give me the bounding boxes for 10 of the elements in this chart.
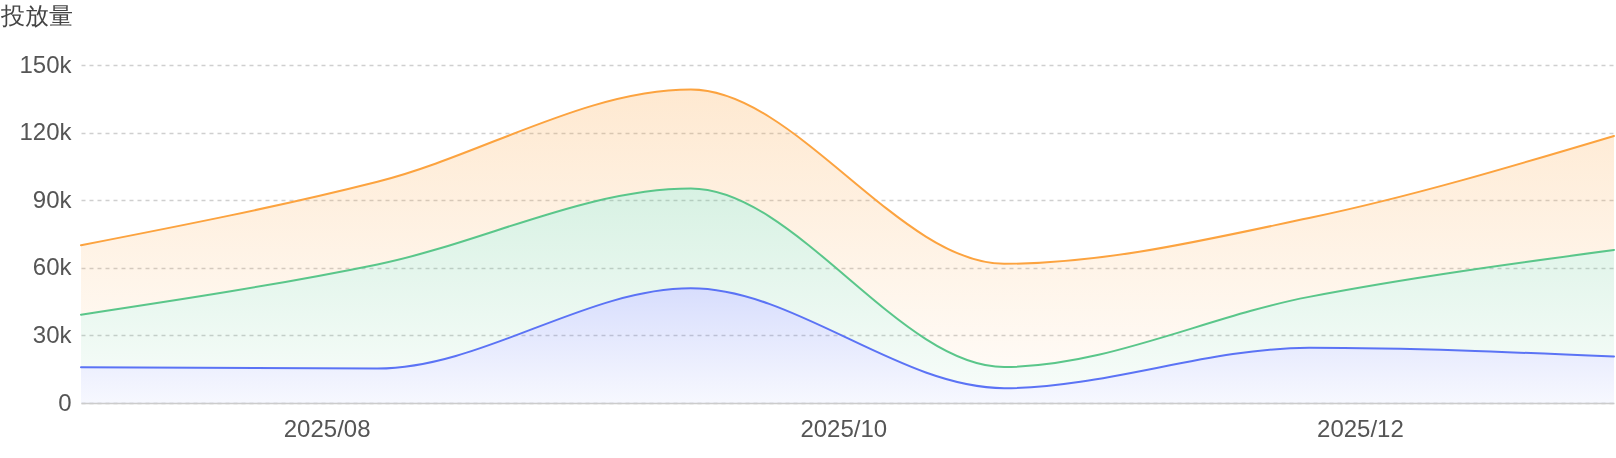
y-axis-title: 投放量 <box>0 1 73 29</box>
y-tick-label: 30k <box>32 320 73 348</box>
x-tick-label: 2025/08 <box>283 414 371 442</box>
y-tick-label: 0 <box>58 388 72 416</box>
x-tick-label: 2025/12 <box>1317 414 1404 442</box>
y-tick-label: 90k <box>32 185 73 213</box>
y-tick-label: 120k <box>19 118 73 146</box>
y-tick-label: 60k <box>32 253 73 281</box>
x-tick-label: 2025/10 <box>800 414 888 442</box>
y-tick-label: 150k <box>19 50 73 78</box>
